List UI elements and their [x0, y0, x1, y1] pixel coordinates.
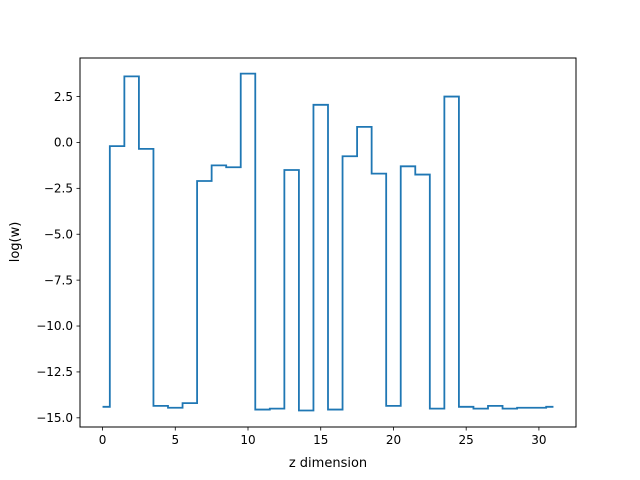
y-tick-label: −12.5	[36, 365, 73, 379]
y-tick-label: 0.0	[54, 136, 73, 150]
x-tick-label: 10	[240, 433, 255, 447]
y-tick-label: −5.0	[44, 227, 73, 241]
x-tick-label: 25	[459, 433, 474, 447]
ticks-layer: 0 5 10 15 20 25 30 −15.0 −12.5 −10.0 −7.5 −5.0 −2.5 0…	[36, 90, 546, 447]
y-tick-label: −2.5	[44, 182, 73, 196]
series-step-line	[102, 72, 554, 412]
x-axis-label: z dimension	[289, 456, 367, 471]
x-tick-label: 15	[313, 433, 328, 447]
y-tick-label: 2.5	[54, 90, 73, 104]
x-tick-label: 20	[386, 433, 401, 447]
series-layer	[102, 72, 554, 412]
y-tick-label: −10.0	[36, 319, 73, 333]
y-axis-label: log(w)	[8, 222, 23, 263]
x-tick-label: 5	[171, 433, 179, 447]
y-tick-label: −7.5	[44, 273, 73, 287]
x-tick-label: 30	[531, 433, 546, 447]
y-tick-label: −15.0	[36, 411, 73, 425]
axes-frame	[79, 57, 577, 428]
x-tick-label: 0	[99, 433, 107, 447]
